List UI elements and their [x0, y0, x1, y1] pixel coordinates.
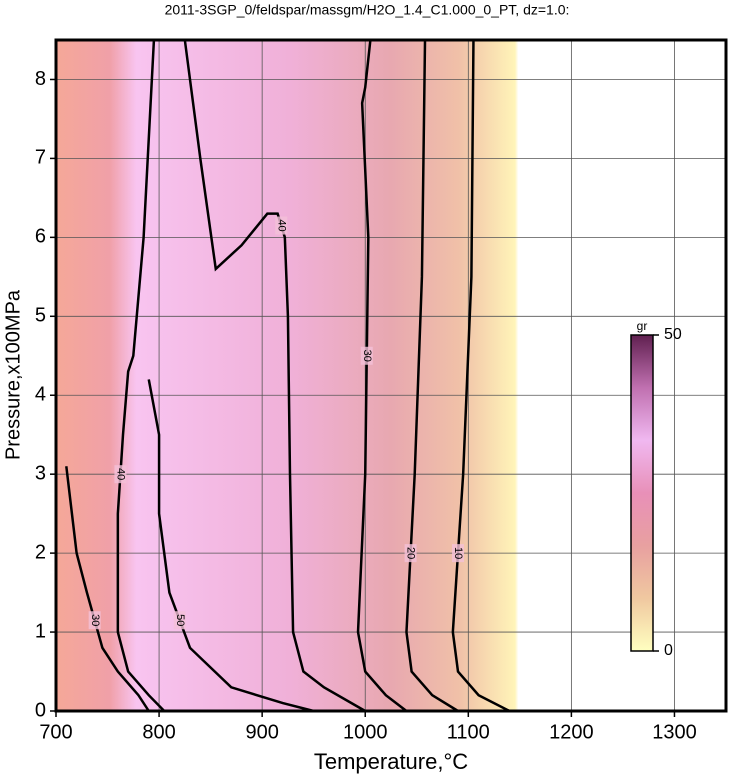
colorbar-tick-label: 0	[664, 642, 673, 659]
contour-label: 20	[405, 547, 417, 559]
contour-label-bg	[452, 544, 464, 563]
chart-title: 2011-3SGP_0/feldspar/massgm/H2O_1.4_C1.0…	[165, 2, 570, 18]
contour-label: 40	[115, 468, 127, 480]
y-tick-label: 6	[35, 226, 46, 248]
y-axis-label: Pressure,x100MPa	[2, 289, 24, 460]
contour-line	[451, 39, 511, 713]
contour-line	[183, 39, 366, 713]
x-tick-label: 900	[245, 721, 278, 743]
contour-label-bg	[404, 544, 417, 563]
x-axis-label: Temperature,°C	[314, 749, 468, 774]
x-tick-label: 1200	[549, 721, 594, 743]
contour-label-bg	[114, 465, 127, 484]
colorbar	[630, 334, 654, 652]
x-tick-label: 800	[142, 721, 175, 743]
contour-label: 30	[361, 350, 373, 362]
x-tick-label: 1300	[652, 721, 697, 743]
contour-label-bg	[360, 346, 373, 365]
contour-label: 10	[452, 547, 464, 559]
plot-background	[56, 40, 726, 711]
contours: 10 20 30 40 50 40 30	[65, 39, 511, 713]
y-tick-label: 1	[35, 620, 46, 642]
contour-label: 30	[89, 614, 101, 626]
y-tick-label: 3	[35, 462, 46, 484]
plot-frame	[54, 38, 728, 713]
contour-label-bg	[275, 216, 288, 235]
contour-line	[405, 39, 459, 713]
contour-label: 40	[275, 219, 287, 231]
contour-label-bg	[173, 611, 186, 630]
colorbar-label: gr	[637, 319, 648, 333]
y-tick-label: 5	[35, 305, 46, 327]
y-tick-label: 7	[35, 147, 46, 169]
x-tick-label: 700	[39, 721, 72, 743]
contour-line	[65, 466, 150, 712]
colorbar-tick-label: 50	[664, 326, 682, 343]
y-tick-label: 8	[35, 68, 46, 90]
y-tick-label: 4	[35, 384, 46, 406]
y-tick-label: 0	[35, 699, 46, 721]
y-tick-label: 2	[35, 541, 46, 563]
contour-label-bg	[88, 611, 101, 630]
contour-line	[356, 39, 408, 712]
contour-label: 50	[174, 614, 186, 626]
x-tick-label: 1000	[343, 721, 388, 743]
x-tick-label: 1100	[447, 721, 490, 743]
